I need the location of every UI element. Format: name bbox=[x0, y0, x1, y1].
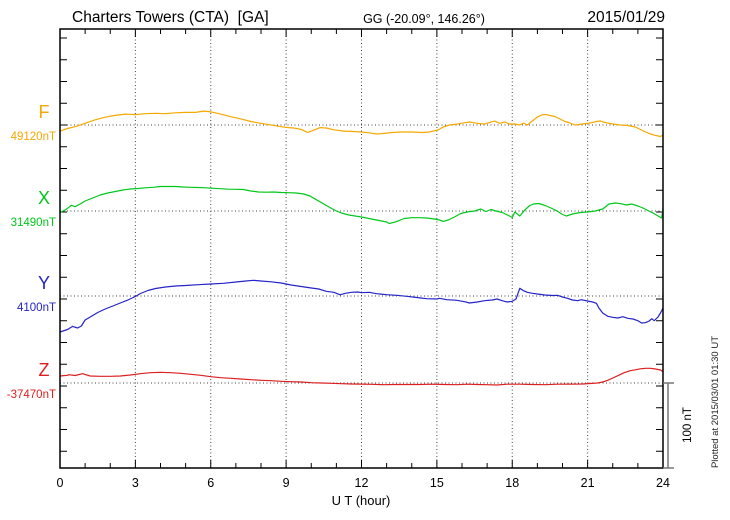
x-tick-label: 24 bbox=[656, 476, 670, 490]
plot-frame bbox=[59, 28, 664, 469]
plotted-at-note: Plotted at 2015/03/01 01:30 UT bbox=[710, 336, 721, 468]
axis-ticks-layer bbox=[59, 29, 664, 468]
series-letter-F: F bbox=[39, 102, 50, 122]
x-tick-label: 0 bbox=[57, 476, 64, 490]
series-baseline-value-F: 49120nT bbox=[11, 131, 56, 143]
series-baseline-value-Z: -37470nT bbox=[7, 389, 56, 401]
grid-layer bbox=[60, 29, 663, 468]
x-tick-label: 15 bbox=[430, 476, 444, 490]
trace-Z bbox=[59, 367, 664, 386]
scale-bar: 100 nT bbox=[663, 382, 694, 469]
series-baseline-value-X: 31490nT bbox=[11, 217, 56, 229]
x-tick-label: 12 bbox=[355, 476, 369, 490]
geo-coordinates: GG (-20.09°, 146.26°) bbox=[363, 12, 485, 26]
series-letter-Y: Y bbox=[38, 273, 50, 293]
x-tick-label: 6 bbox=[207, 476, 214, 490]
traces-layer bbox=[59, 110, 664, 386]
trace-Y bbox=[59, 279, 664, 333]
x-axis-labels-layer: 0 3 6 9 12 15 18 21 24 bbox=[57, 476, 670, 490]
x-tick-label: 18 bbox=[505, 476, 519, 490]
date-label: 2015/01/29 bbox=[587, 9, 665, 26]
x-tick-label: 3 bbox=[132, 476, 139, 490]
x-tick-label: 9 bbox=[283, 476, 290, 490]
series-letter-X: X bbox=[38, 188, 50, 208]
series-labels-layer: F 49120nT X 31490nT Y 4100nT Z -37470nT bbox=[7, 102, 56, 401]
series-baseline-value-Y: 4100nT bbox=[17, 302, 56, 314]
x-tick-label: 21 bbox=[581, 476, 595, 490]
station-title: Charters Towers (CTA) [GA] bbox=[72, 9, 269, 26]
trace-X bbox=[59, 185, 664, 225]
series-letter-Z: Z bbox=[39, 360, 50, 380]
scale-bar-label: 100 nT bbox=[682, 407, 694, 443]
trace-F bbox=[59, 110, 664, 138]
x-axis-title: U T (hour) bbox=[332, 493, 391, 508]
